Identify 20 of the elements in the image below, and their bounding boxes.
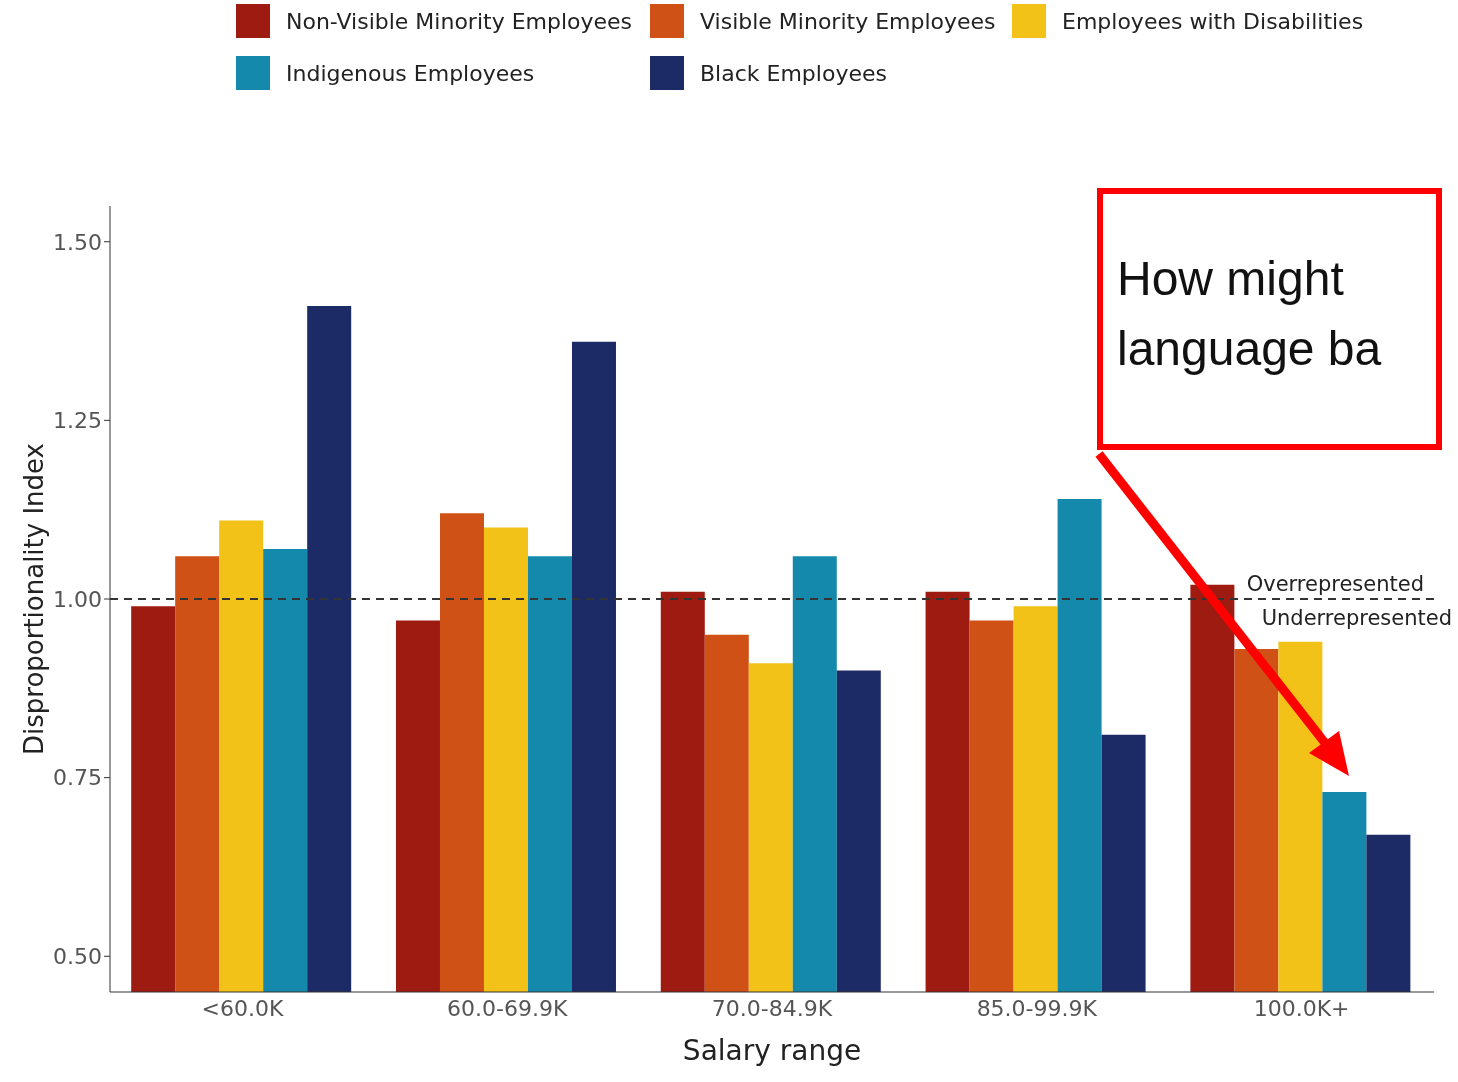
y-tick-label: 1.50	[53, 229, 102, 255]
y-tick-label: 1.25	[53, 408, 102, 434]
y-tick-label: 1.00	[53, 586, 102, 612]
legend-label: Employees with Disabilities	[1062, 8, 1364, 34]
x-tick-label: 100.0K+	[1253, 995, 1350, 1021]
x-tick-label: <60.0K	[201, 995, 284, 1021]
x-axis-title: Salary range	[682, 1034, 862, 1067]
y-axis-title: Disproportionality Index	[19, 442, 50, 756]
legend-label: Non-Visible Minority Employees	[286, 8, 633, 34]
ref-line-label: Overrepresented	[1246, 572, 1424, 596]
annotation: Underrepresented	[1261, 606, 1452, 630]
legend-label: Indigenous Employees	[286, 60, 535, 86]
x-tick-label: 70.0-84.9K	[711, 995, 833, 1021]
legend-label: Visible Minority Employees	[700, 8, 996, 34]
callout-box: How might language ba	[1097, 188, 1442, 450]
legend-label: Black Employees	[700, 60, 887, 86]
x-tick-label: 85.0-99.9K	[976, 995, 1098, 1021]
y-tick-label: 0.75	[53, 765, 102, 791]
y-tick-label: 0.50	[53, 944, 102, 970]
x-tick-label: 60.0-69.9K	[447, 995, 568, 1021]
